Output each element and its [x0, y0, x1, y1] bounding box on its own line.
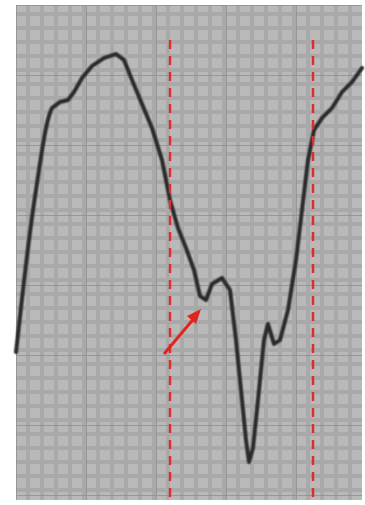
ecg-strip: [0, 0, 365, 505]
page: [0, 0, 365, 505]
